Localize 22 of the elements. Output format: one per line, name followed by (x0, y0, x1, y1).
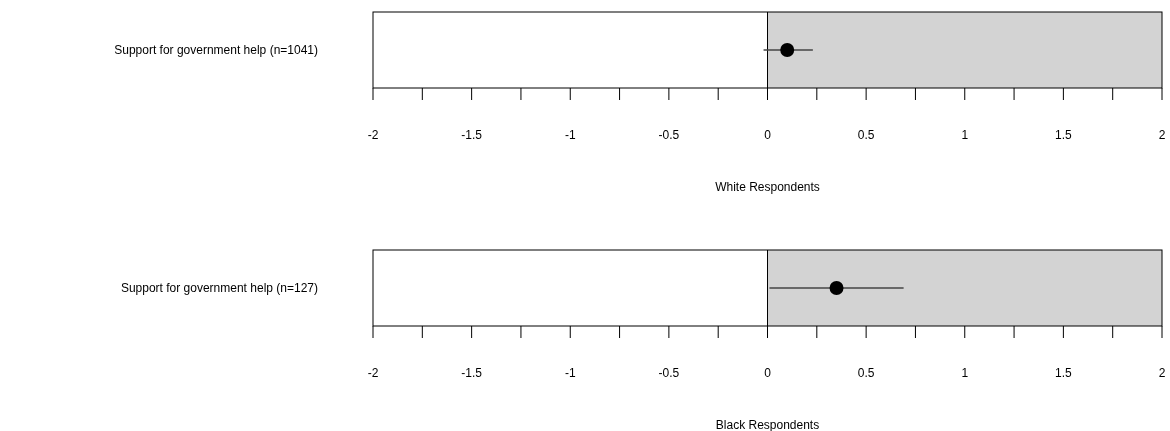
x-tick-label: 0 (764, 128, 772, 142)
x-tick-label: -1.5 (461, 128, 483, 142)
x-tick-label: -0.5 (658, 128, 680, 142)
x-tick-label: -1 (564, 128, 576, 142)
x-tick-label: -0.5 (658, 366, 680, 380)
x-tick-label: -2 (367, 128, 379, 142)
x-tick-label: 1 (961, 366, 969, 380)
x-axis-title: White Respondents (715, 180, 820, 194)
x-tick-label: 1.5 (1055, 128, 1073, 142)
x-tick-label: -1 (564, 366, 576, 380)
y-tick-label: Support for government help (n=127) (120, 281, 318, 295)
x-tick-label: 2 (1158, 128, 1166, 142)
x-axis-title: Black Respondents (715, 418, 820, 431)
x-tick-label: 1 (961, 128, 969, 142)
x-tick-label: 2 (1158, 366, 1166, 380)
x-tick-label: 0.5 (857, 128, 875, 142)
x-tick-label: 0 (764, 366, 772, 380)
x-tick-label: -1.5 (461, 366, 483, 380)
x-tick-label: 0.5 (857, 366, 875, 380)
x-tick-label: 1.5 (1055, 366, 1073, 380)
y-tick-label: Support for government help (n=1041) (114, 43, 318, 57)
x-tick-label: -2 (367, 366, 379, 380)
